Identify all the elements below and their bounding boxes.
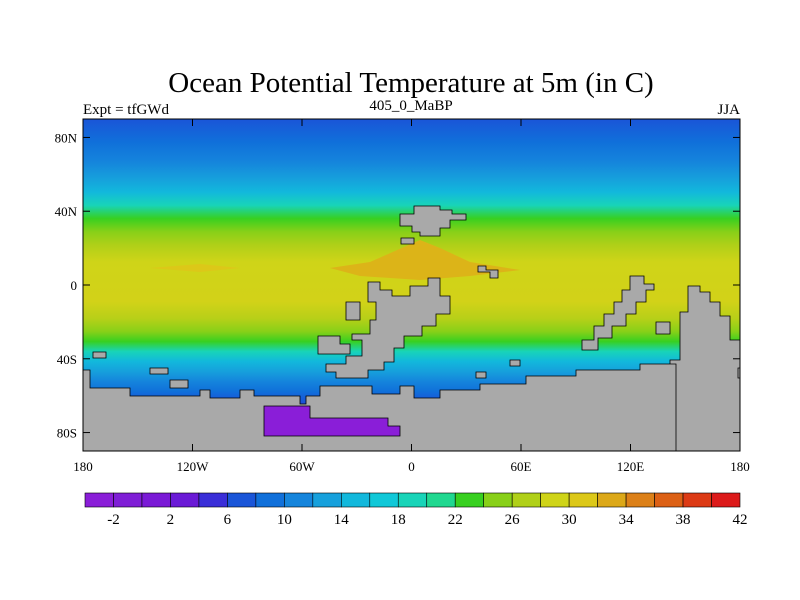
colorbar-label: 18 <box>391 512 406 528</box>
x-tick-label: 60W <box>289 459 315 474</box>
colorbar-label: 10 <box>277 512 292 528</box>
colorbar-swatch <box>84 492 114 508</box>
colorbar-label: 22 <box>448 512 463 528</box>
colorbar-swatch <box>369 492 399 508</box>
y-tick-label: 80S <box>57 426 77 441</box>
colorbar-swatch <box>711 492 741 508</box>
land-small-s3 <box>149 367 169 375</box>
land-central <box>325 277 451 379</box>
colorbar-label: 6 <box>224 512 232 528</box>
land-island-sq <box>345 301 361 321</box>
land-small-s1 <box>169 379 189 389</box>
colorbar-swatch <box>113 492 143 508</box>
land-east-block <box>659 285 740 451</box>
colorbar-swatch <box>170 492 200 508</box>
land-small-s2 <box>92 351 107 359</box>
x-axis: 180 120W 60W 0 60E 120E 180 <box>73 119 750 474</box>
warm-pool-patch <box>330 240 520 280</box>
map-plot-area <box>83 119 740 451</box>
right-subtitle: JJA <box>717 102 740 118</box>
x-tick-label: 180 <box>730 459 750 474</box>
x-tick-label: 120E <box>617 459 645 474</box>
map-title: Ocean Potential Temperature at 5m (in C) <box>168 67 653 99</box>
y-tick-label: 40N <box>55 204 78 219</box>
colorbar-swatch <box>198 492 228 508</box>
x-tick-label: 60E <box>511 459 532 474</box>
land-east-chain <box>581 275 655 351</box>
warm-patch-west <box>150 264 240 272</box>
y-axis: 80N 40N 0 40S 80S <box>55 130 740 441</box>
colorbar: -2 2 6 10 14 18 22 26 30 34 38 42 <box>84 492 748 528</box>
colorbar-swatch <box>141 492 171 508</box>
land-south <box>83 363 677 451</box>
land-small-s5 <box>475 371 487 379</box>
left-subtitle: Expt = tfGWd <box>83 102 169 118</box>
colorbar-label: 34 <box>619 512 635 528</box>
x-tick-label: 120W <box>177 459 210 474</box>
colorbar-swatch <box>540 492 570 508</box>
colorbar-swatch <box>625 492 655 508</box>
colorbar-label: -2 <box>107 512 120 528</box>
land-north-islet <box>400 237 415 245</box>
colorbar-label: 30 <box>562 512 577 528</box>
colorbar-swatch <box>312 492 342 508</box>
colorbar-swatch <box>255 492 285 508</box>
land-west-blob <box>317 335 351 355</box>
y-tick-label: 0 <box>71 278 78 293</box>
colorbar-swatch <box>597 492 627 508</box>
center-subtitle: 405_0_MaBP <box>369 98 452 114</box>
y-tick-label: 40S <box>57 352 77 367</box>
colorbar-swatch <box>227 492 257 508</box>
colorbar-swatch <box>454 492 484 508</box>
land-south-notch <box>263 405 401 437</box>
land-island-east <box>477 265 499 279</box>
x-tick-label: 0 <box>408 459 415 474</box>
colorbar-label: 14 <box>334 512 350 528</box>
land-north <box>399 205 467 237</box>
colorbar-swatch <box>654 492 684 508</box>
colorbar-swatch <box>284 492 314 508</box>
land-masses <box>83 205 740 451</box>
colorbar-label: 26 <box>505 512 521 528</box>
land-small-s4 <box>509 359 521 367</box>
y-tick-label: 80N <box>55 130 78 145</box>
colorbar-swatch <box>511 492 541 508</box>
colorbar-label: 42 <box>733 512 748 528</box>
colorbar-swatch <box>483 492 513 508</box>
x-tick-label: 180 <box>73 459 93 474</box>
colorbar-swatch <box>568 492 598 508</box>
land-east-spur <box>655 321 671 335</box>
colorbar-swatch <box>682 492 712 508</box>
colorbar-label: 38 <box>676 512 691 528</box>
colorbar-swatch <box>426 492 456 508</box>
colorbar-swatch <box>397 492 428 508</box>
colorbar-label: 2 <box>167 512 175 528</box>
colorbar-swatch <box>341 492 371 508</box>
